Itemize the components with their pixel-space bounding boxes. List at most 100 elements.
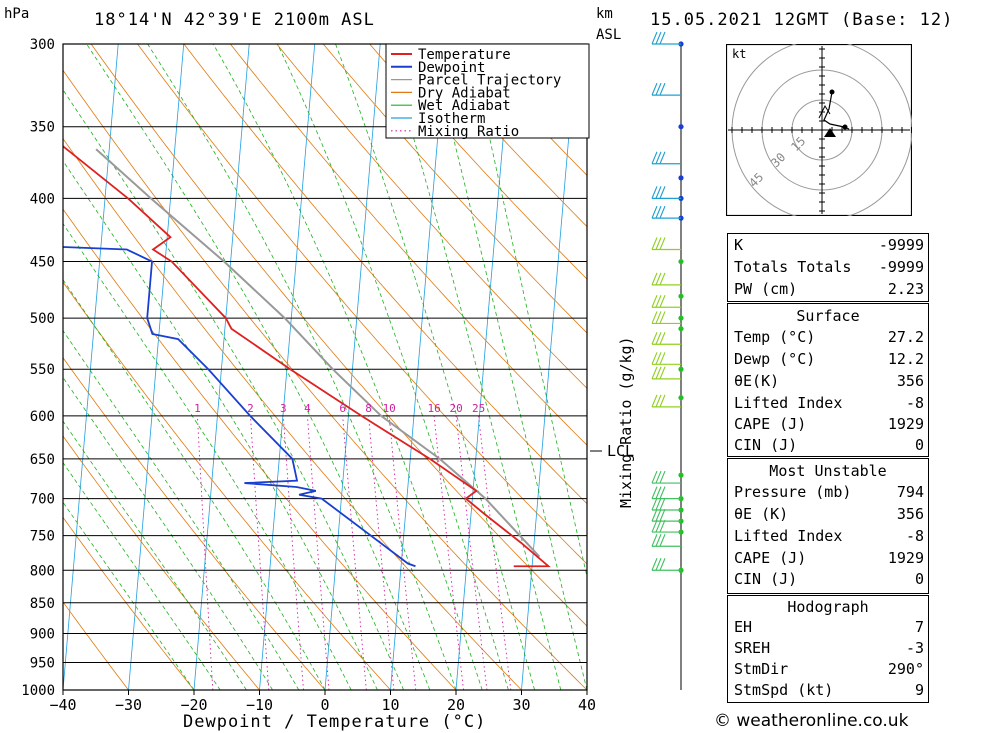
hodo-sreh: SREH -3: [734, 639, 924, 661]
wind-barb-flag: [655, 151, 662, 164]
row-value: 12.2: [887, 350, 924, 368]
surface-temp: Temp (°C) 27.2: [734, 328, 924, 350]
isotherm-line: [63, 44, 119, 690]
dry-adiabat-line: [369, 44, 587, 280]
wind-barb-flag: [651, 237, 658, 250]
hodograph-point: [829, 89, 835, 95]
wind-barb-flag: [659, 205, 666, 219]
pressure-tick-label: 900: [30, 626, 55, 642]
surface-table: Surface Temp (°C) 27.2 Dewp (°C) 12.2 θE…: [727, 303, 929, 457]
wind-barb-flag: [651, 534, 658, 547]
row-value: 356: [896, 505, 924, 523]
row-value: 0: [914, 436, 924, 454]
dry-adiabat-line: [63, 208, 457, 690]
pressure-tick-label: 600: [30, 409, 55, 425]
hodo-stmspd: StmSpd (kt) 9: [734, 681, 924, 703]
mixing-ratio-line: [282, 415, 304, 690]
mu-thetae: θE (K) 356: [734, 505, 924, 527]
copyright[interactable]: © weatheronline.co.uk: [714, 711, 909, 731]
wet-adiabat-line: [468, 44, 587, 579]
wind-barb-flag: [659, 486, 666, 499]
row-label: EH: [734, 618, 753, 636]
wind-barb-flag: [659, 534, 666, 547]
mixing-ratio-value: 8: [365, 402, 372, 415]
pressure-tick-label: 850: [30, 596, 55, 612]
temperature-tick-label: 10: [381, 696, 399, 714]
wind-barb-flag: [659, 497, 666, 511]
mu-pressure: Pressure (mb) 794: [734, 483, 924, 505]
height-tick-dot: [678, 258, 684, 265]
hodograph-axes: [728, 46, 912, 214]
height-tick-dot: [678, 326, 684, 332]
lcl-label: LCL: [607, 442, 634, 460]
wind-barb-flag: [655, 394, 662, 408]
surface-cin: CIN (J) 0: [734, 436, 924, 458]
wind-barb-flag: [655, 352, 662, 365]
wind-barb-flag: [655, 311, 662, 324]
parcel-trajectory-line: [95, 148, 541, 558]
wind-barb-flag: [659, 31, 666, 45]
pressure-tick-label: 450: [30, 255, 55, 271]
wind-barb-flag: [659, 508, 666, 522]
wind-barb-flag: [655, 508, 662, 522]
wind-barb-flag: [659, 311, 666, 324]
wind-barb-flag: [651, 519, 658, 533]
wind-barb-flag: [651, 205, 658, 219]
height-tick-dot: [678, 472, 684, 478]
row-label: Pressure (mb): [734, 483, 852, 501]
index-label: Totals Totals: [734, 258, 852, 276]
wind-barb-flag: [655, 558, 662, 571]
row-label: CIN (J): [734, 436, 798, 454]
row-value: 27.2: [887, 328, 924, 346]
wind-barb-flag: [659, 470, 666, 484]
pressure-tick-label: 750: [30, 529, 55, 545]
wind-barb-flag: [651, 558, 658, 571]
profiles: [63, 145, 551, 568]
mixing-ratio-value: 10: [383, 402, 396, 415]
most-unstable-table: Most Unstable Pressure (mb) 794 θE (K) 3…: [727, 458, 929, 594]
dry-adiabat-line: [695, 44, 700, 690]
temperature-tick-label: −10: [246, 696, 273, 714]
temperature-tick-label: 20: [447, 696, 465, 714]
isotherm-line: [193, 44, 250, 690]
row-label: SREH: [734, 639, 771, 657]
wind-barb-flag: [655, 82, 662, 96]
wind-barb-flag: [651, 497, 658, 511]
wet-adiabat-line: [277, 44, 509, 690]
pressure-tick-label: 300: [30, 37, 55, 53]
wind-barb-flag: [659, 295, 666, 308]
x-axis-label: Dewpoint / Temperature (°C): [183, 712, 486, 732]
wind-barb-flag: [655, 519, 662, 533]
height-tick-dot: [678, 124, 684, 130]
wind-barb-flag: [651, 332, 658, 345]
pressure-tick-label: 400: [30, 191, 55, 207]
height-tick-dot: [678, 175, 684, 181]
wet-adiabat-line: [63, 89, 404, 690]
wind-barb-flag: [659, 366, 666, 380]
pressure-tick-label: 1000: [21, 683, 55, 699]
hodograph-shear-marker: [818, 104, 831, 119]
wind-barb-flag: [655, 272, 662, 286]
mixing-ratio-line: [433, 415, 464, 690]
pressure-tick-label: 500: [30, 311, 55, 327]
dry-adiabat-line: [415, 44, 587, 228]
temperature-tick-label: −30: [115, 696, 142, 714]
wind-barb-flag: [655, 470, 662, 484]
wet-adiabat-line: [63, 160, 378, 690]
mixing-ratio-value: 1: [194, 402, 201, 415]
row-label: θE(K): [734, 372, 780, 390]
legend-entry: Dry Adiabat: [418, 85, 511, 101]
wind-barb-flag: [651, 295, 658, 308]
dry-adiabat-line: [508, 44, 587, 126]
mixing-ratio-value: 6: [339, 402, 346, 415]
wind-barb-flag: [655, 237, 662, 250]
row-value: -3: [905, 639, 924, 657]
wind-barb-flag: [659, 519, 666, 533]
mu-cape: CAPE (J) 1929: [734, 549, 924, 571]
row-label: Lifted Index: [734, 394, 843, 412]
row-label: CIN (J): [734, 570, 798, 588]
wet-adiabat-line: [429, 44, 587, 690]
mixing-ratio-value: 2: [247, 402, 254, 415]
temperature-line: [63, 145, 551, 568]
